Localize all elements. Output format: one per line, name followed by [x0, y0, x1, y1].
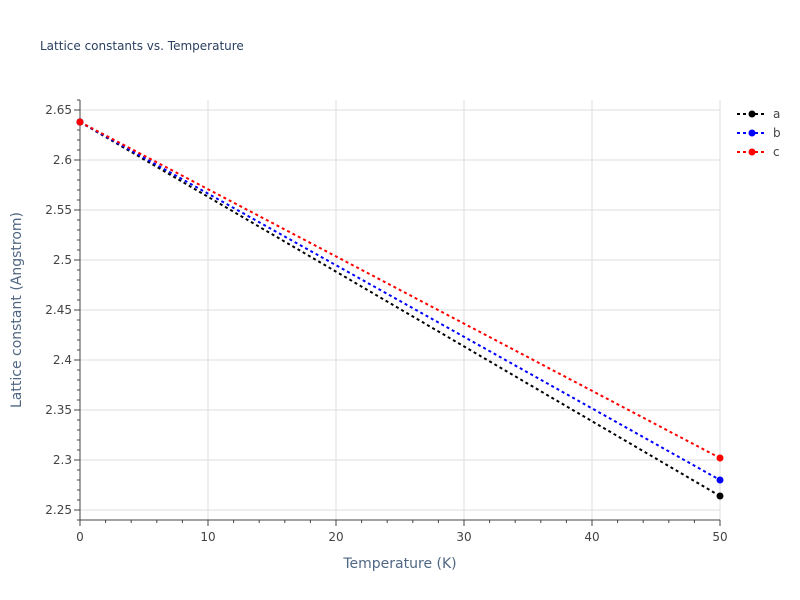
- data-point-c: [76, 118, 84, 126]
- y-tick-label: 2.55: [45, 203, 72, 217]
- y-tick-label: 2.5: [53, 253, 72, 267]
- legend-label-c: c: [773, 145, 780, 159]
- axes: 0 10 20 30 40 50 2.25 2.3 2.35 2.4 2.45 2.5 2.55 2.6 2…: [45, 99, 728, 544]
- x-axis-title: Temperature (K): [342, 556, 456, 572]
- x-tick-label: 10: [200, 530, 215, 544]
- y-tick-label: 2.3: [53, 453, 72, 467]
- data-point-a: [716, 492, 724, 500]
- x-tick-label: 50: [712, 530, 727, 544]
- x-tick-label: 0: [76, 530, 84, 544]
- y-tick-label: 2.6: [53, 153, 72, 167]
- legend[interactable]: abc: [737, 107, 781, 159]
- y-tick-label: 2.35: [45, 403, 72, 417]
- series-line-b: [79, 121, 721, 481]
- x-tick-label: 30: [456, 530, 471, 544]
- legend-label-a: a: [773, 107, 780, 121]
- chart-title: Lattice constants vs. Temperature: [40, 39, 244, 53]
- legend-marker-b: [748, 129, 756, 137]
- y-tick-label: 2.25: [45, 503, 72, 517]
- series-group: [76, 118, 724, 500]
- grid: [80, 100, 721, 520]
- legend-marker-c: [748, 148, 756, 156]
- data-point-b: [716, 476, 724, 484]
- x-tick-label: 40: [584, 530, 599, 544]
- y-tick-label: 2.65: [45, 103, 72, 117]
- y-tick-label: 2.4: [53, 353, 72, 367]
- y-tick-label: 2.45: [45, 303, 72, 317]
- data-point-c: [716, 454, 724, 462]
- x-tick-label: 20: [328, 530, 343, 544]
- series-line-c: [79, 121, 721, 459]
- legend-marker-a: [748, 110, 756, 118]
- y-axis-title: Lattice constant (Angstrom): [9, 212, 25, 408]
- legend-label-b: b: [773, 126, 781, 140]
